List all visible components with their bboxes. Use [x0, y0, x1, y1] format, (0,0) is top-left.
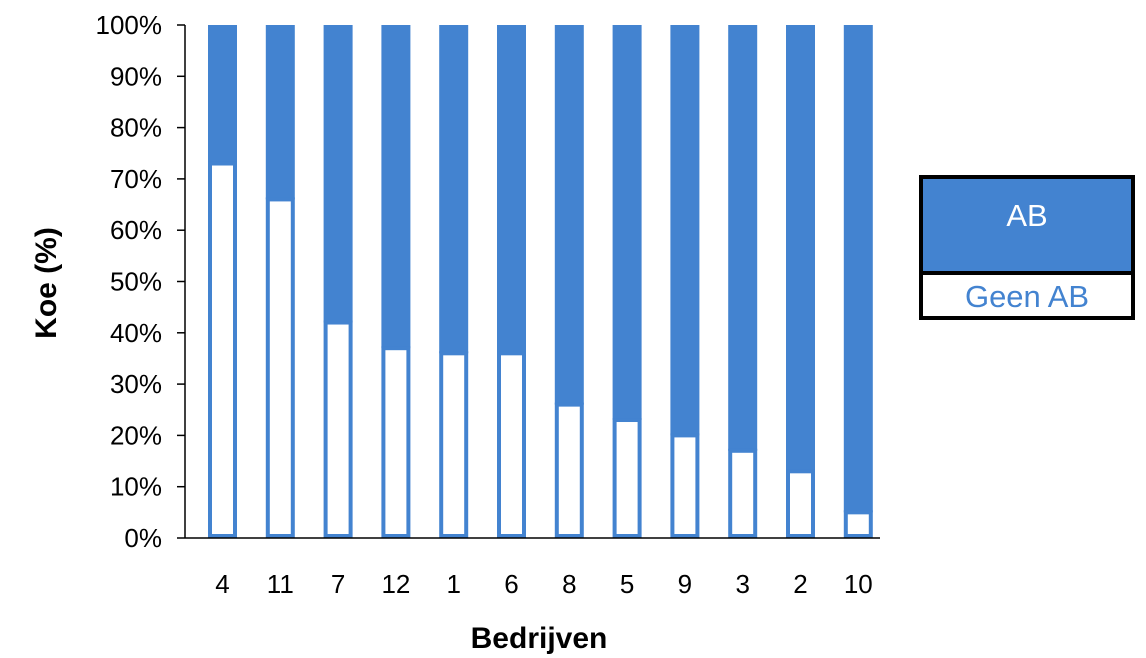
x-tick-label: 1: [446, 569, 460, 599]
y-tick-label: 0%: [124, 523, 162, 553]
y-tick-label: 90%: [110, 61, 162, 91]
legend: AB Geen AB: [919, 175, 1135, 320]
x-tick-label: 2: [793, 569, 807, 599]
y-tick-label: 70%: [110, 164, 162, 194]
bar-ab-9: [670, 25, 700, 436]
bar-ab-4: [208, 25, 237, 164]
y-axis: 0% 10% 20% 30% 40% 50% 60% 70% 80% 90% 100%: [96, 10, 186, 553]
y-tick-label: 80%: [110, 113, 162, 143]
x-tick-label: 7: [331, 569, 345, 599]
bar-ab-2: [786, 25, 815, 472]
legend-label-ab: AB: [1006, 198, 1047, 233]
x-tick-label: 4: [215, 569, 229, 599]
x-tick-label: 9: [678, 569, 692, 599]
bar-geen-ab-1: [439, 351, 469, 538]
bar-geen-ab-2: [786, 469, 815, 538]
legend-swatch-geen-ab: [919, 271, 1135, 320]
bar-geen-ab-12: [381, 346, 411, 538]
x-tick-label: 8: [562, 569, 576, 599]
bar-ab-6: [497, 25, 526, 354]
bar-geen-ab-10: [843, 510, 873, 538]
x-tick-label: 6: [504, 569, 518, 599]
y-axis-title: Koe (%): [30, 227, 63, 339]
bar-ab-11: [265, 25, 295, 200]
bar-ab-3: [728, 25, 758, 451]
plot-area: [208, 25, 873, 539]
y-tick-label: 100%: [96, 10, 163, 40]
x-tick-label: 5: [620, 569, 634, 599]
bar-geen-ab-4: [208, 161, 237, 538]
bar-geen-ab-9: [670, 433, 700, 538]
x-axis: 4 11 7 12 1 6 8 5 9 3 2 10: [185, 537, 880, 599]
bar-geen-ab-8: [554, 402, 584, 538]
bar-ab-7: [323, 25, 353, 323]
bar-ab-5: [612, 25, 642, 421]
bar-ab-10: [843, 25, 873, 513]
bar-ab-1: [439, 25, 469, 354]
y-tick-label: 60%: [110, 215, 162, 245]
bar-geen-ab-11: [265, 197, 295, 538]
legend-swatch-ab: [919, 175, 1135, 275]
x-axis-title: Bedrijven: [471, 622, 608, 655]
bar-geen-ab-7: [323, 320, 353, 539]
bar-ab-12: [381, 25, 411, 349]
x-tick-label: 11: [267, 569, 294, 599]
y-tick-label: 40%: [110, 318, 162, 348]
y-tick-label: 30%: [110, 369, 162, 399]
bar-geen-ab-5: [612, 418, 642, 539]
y-tick-label: 50%: [110, 267, 162, 297]
bar-geen-ab-6: [497, 351, 526, 538]
y-tick-label: 10%: [110, 472, 162, 502]
bar-geen-ab-3: [728, 448, 758, 539]
y-tick-label: 20%: [110, 420, 162, 450]
x-tick-label: 3: [735, 569, 749, 599]
x-tick-label: 10: [844, 569, 873, 599]
x-tick-label: 12: [381, 569, 410, 599]
bar-ab-8: [554, 25, 584, 405]
legend-label-geen-ab: Geen AB: [965, 279, 1089, 314]
